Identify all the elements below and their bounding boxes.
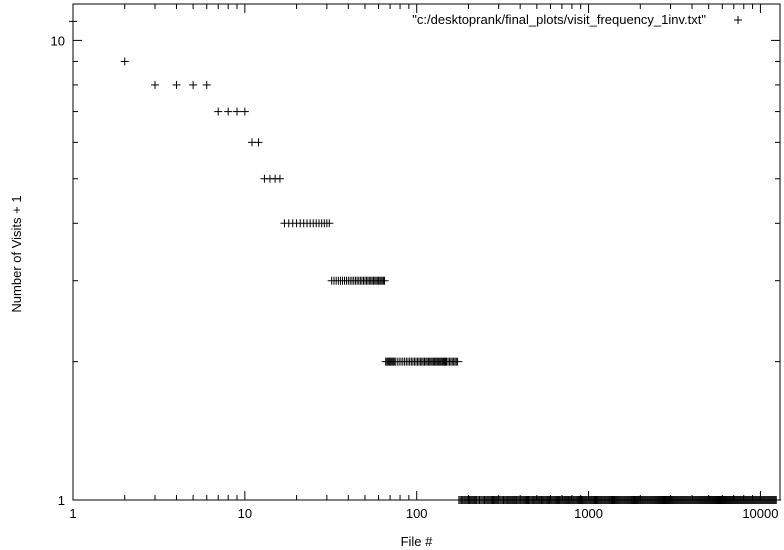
- x-tick-label: 10000: [742, 506, 778, 521]
- data-point: [120, 57, 129, 66]
- data-point: [232, 107, 241, 116]
- data-run: [381, 357, 463, 366]
- x-tick-label: 100: [406, 506, 428, 521]
- data-points: [69, 17, 782, 504]
- data-point: [275, 174, 284, 183]
- data-point: [224, 107, 233, 116]
- data-point: [254, 138, 263, 147]
- x-tick-label: 10: [238, 506, 252, 521]
- y-tick-label: 1: [58, 493, 65, 508]
- data-point: [202, 80, 211, 89]
- x-axis-label: File #: [401, 534, 434, 549]
- axis-tick-labels: 1 10 100 1000 10000 1 10: [51, 33, 779, 521]
- data-point: [69, 17, 77, 26]
- data-point: [214, 107, 223, 116]
- plot-border: [72, 3, 781, 501]
- data-point: [150, 80, 159, 89]
- data-run: [280, 219, 334, 228]
- data-point: [172, 80, 181, 89]
- axis-ticks: [72, 4, 780, 501]
- y-tick-label: 10: [51, 33, 65, 48]
- data-point: [189, 80, 198, 89]
- x-tick-label: 1: [69, 506, 76, 521]
- data-point: [240, 107, 249, 116]
- x-tick-label: 1000: [574, 506, 603, 521]
- legend-marker: [734, 16, 742, 24]
- legend-entry-label: "c:/desktoprank/final_plots/visit_freque…: [412, 12, 706, 27]
- legend: "c:/desktoprank/final_plots/visit_freque…: [412, 12, 742, 27]
- plot-frame: [72, 3, 781, 501]
- data-run: [454, 496, 782, 504]
- y-axis-label: Number of Visits + 1: [9, 195, 24, 312]
- data-run: [327, 276, 389, 285]
